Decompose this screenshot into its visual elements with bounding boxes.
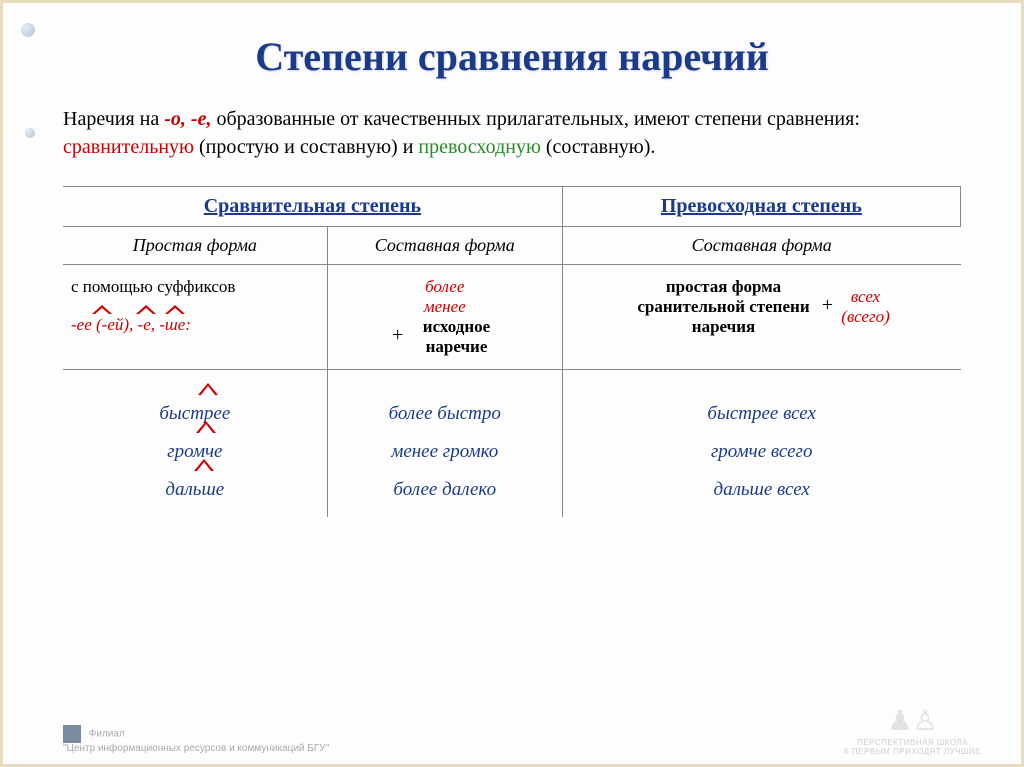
- cell-compound-comp: более менее + исходное наречие: [327, 265, 562, 370]
- intro-text-2: образованные от качественных прилагатель…: [211, 108, 859, 130]
- suffix-3: -ше:: [159, 315, 191, 335]
- plus-2: +: [822, 294, 833, 316]
- suffix-2: -е,: [138, 315, 155, 335]
- intro-superlative: превосходную: [418, 136, 540, 158]
- suffix-intro: с помощью суффиксов: [71, 277, 319, 297]
- base-adverb: исходное наречие: [412, 317, 502, 357]
- cell-compound-sup: простая форма сранительной степени нареч…: [562, 265, 960, 370]
- table-form-row: Простая форма Составная форма Составная …: [63, 227, 961, 265]
- intro-oe: -о, -е,: [164, 108, 211, 130]
- comparison-table: Сравнительная степень Превосходная степе…: [63, 186, 961, 517]
- more-word: более менее: [336, 277, 554, 317]
- slide-content: Степени сравнения наречий Наречия на -о,…: [3, 3, 1021, 764]
- intro-text-3: (простую и составную) и: [194, 136, 418, 158]
- footer-right: ♟♙ ПЕРСПЕКТИВНАЯ ШКОЛА К ПЕРВЫМ ПРИХОДЯТ…: [844, 704, 981, 756]
- intro-paragraph: Наречия на -о, -е, образованные от качес…: [63, 105, 961, 161]
- header-superlative: Превосходная степень: [562, 187, 960, 227]
- form-compound2: Составная форма: [562, 227, 960, 265]
- chess-icon: ♟♙: [844, 704, 981, 738]
- intro-text-4: (составную).: [541, 136, 656, 158]
- suffix-list: -ее (-ей), -е, -ше:: [71, 315, 319, 335]
- footer-right-line1: ПЕРСПЕКТИВНАЯ ШКОЛА: [844, 738, 981, 747]
- header-comparative: Сравнительная степень: [63, 187, 562, 227]
- intro-text-1: Наречия на: [63, 108, 164, 130]
- footer-left-line2: "Центр информационных ресурсов и коммуни…: [63, 743, 329, 754]
- examples-col1: быстрее громче дальше: [63, 370, 327, 518]
- simple-comp-form: простая форма сранительной степени нареч…: [634, 277, 814, 337]
- footer-left-line1: Филиал: [89, 729, 125, 740]
- footer-left: Филиал "Центр информационных ресурсов и …: [63, 725, 329, 754]
- examples-col3: быстрее всех громче всего дальше всех: [562, 370, 960, 518]
- table-content-row: с помощью суффиксов -ее (-ей), -е, -ше: …: [63, 265, 961, 370]
- suffix-1: -ее (-ей),: [71, 315, 133, 335]
- page-title: Степени сравнения наречий: [63, 33, 961, 80]
- table-examples-row: быстрее громче дальше более быстро менее…: [63, 370, 961, 518]
- intro-comparative: сравнительную: [63, 136, 194, 158]
- plus-1: +: [392, 324, 403, 346]
- footer-logo-icon: [63, 725, 81, 743]
- form-compound: Составная форма: [327, 227, 562, 265]
- form-simple: Простая форма: [63, 227, 327, 265]
- examples-col2: более быстро менее громко более далеко: [327, 370, 562, 518]
- cell-suffixes: с помощью суффиксов -ее (-ей), -е, -ше:: [63, 265, 327, 370]
- footer-right-line2: К ПЕРВЫМ ПРИХОДЯТ ЛУЧШИЕ: [844, 747, 981, 756]
- all-word: всех (всего): [841, 287, 889, 327]
- table-header-row: Сравнительная степень Превосходная степе…: [63, 187, 961, 227]
